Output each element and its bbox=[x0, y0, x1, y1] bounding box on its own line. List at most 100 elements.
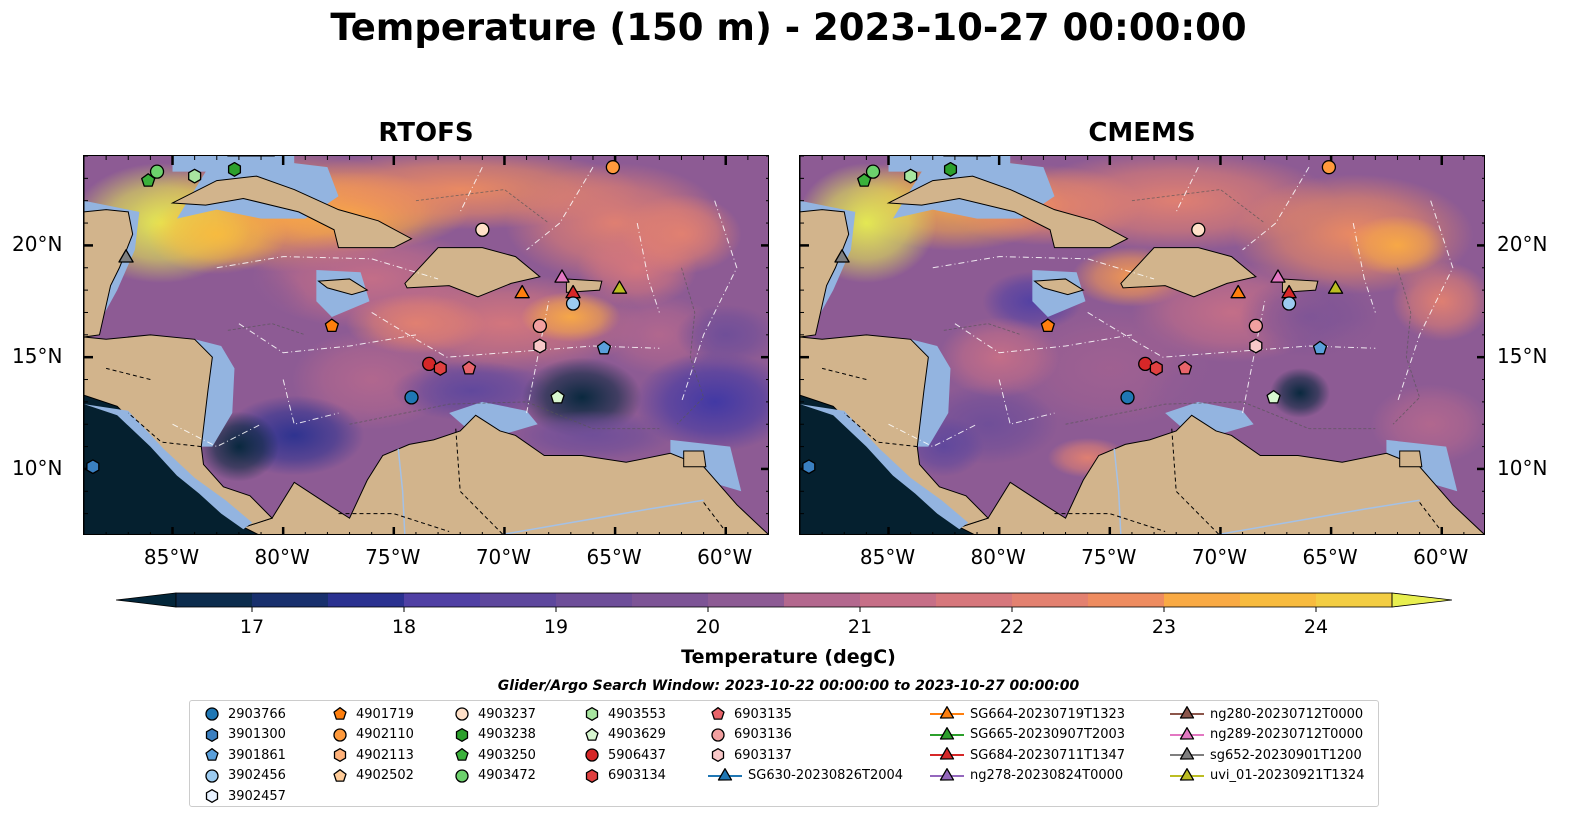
observation-marker-4901719 bbox=[1040, 318, 1055, 333]
legend-marker-icon bbox=[708, 767, 742, 781]
legend-marker-icon bbox=[930, 747, 964, 760]
legend-entry: 4902113 bbox=[330, 745, 414, 765]
colorbar-bin bbox=[1240, 593, 1317, 607]
legend-entry: ng280-20230712T0000 bbox=[1170, 704, 1363, 724]
legend-marker bbox=[585, 768, 599, 783]
observation-marker-3901861 bbox=[596, 340, 612, 355]
legend-label: 4902502 bbox=[356, 768, 414, 783]
colorbar-bin bbox=[1164, 593, 1241, 607]
legend-marker-icon bbox=[711, 748, 725, 762]
legend-marker bbox=[205, 748, 219, 761]
observation-marker-ng289-20230712T0000 bbox=[1270, 269, 1286, 283]
legend-label: 6903136 bbox=[734, 727, 792, 742]
legend-label: SG665-20230907T2003 bbox=[970, 727, 1126, 742]
legend-entry: 4903629 bbox=[582, 725, 666, 745]
observation-marker-3902456 bbox=[1281, 296, 1297, 311]
legend-marker bbox=[333, 748, 347, 762]
search-window-text: Glider/Argo Search Window: 2023-10-22 00… bbox=[497, 678, 1080, 694]
legend-label: 4903553 bbox=[608, 706, 666, 722]
legend-marker-icon bbox=[585, 707, 599, 721]
legend-marker-icon bbox=[1170, 747, 1204, 760]
legend-entry: uvi_01-20230921T1324 bbox=[1170, 766, 1364, 786]
observation-marker-6903134 bbox=[1149, 360, 1163, 376]
observation-marker-4903472 bbox=[865, 164, 881, 179]
legend-marker-icon bbox=[455, 727, 469, 742]
legend-marker bbox=[205, 789, 219, 803]
legend-marker-icon bbox=[455, 707, 469, 721]
legend-marker-icon bbox=[333, 727, 347, 742]
figure-title: Temperature (150 m) - 2023-10-27 00:00:0… bbox=[330, 6, 1247, 49]
legend-marker-icon bbox=[205, 727, 219, 742]
temperature-map-rtofs bbox=[84, 156, 768, 534]
legend-entry: 4903238 bbox=[452, 725, 536, 745]
legend-marker bbox=[1179, 767, 1195, 781]
colorbar-tick-label: 20 bbox=[696, 616, 720, 638]
observation-marker-6903137 bbox=[533, 338, 547, 354]
colorbar-label: Temperature (degC) bbox=[681, 646, 896, 668]
map-panel-cmems[interactable] bbox=[799, 155, 1485, 535]
colorbar-bin bbox=[1012, 593, 1089, 607]
colorbar-bin bbox=[404, 593, 481, 607]
lon-tick-label: 65°W bbox=[586, 545, 642, 569]
observation-marker-6903136 bbox=[532, 318, 548, 334]
colorbar-bin bbox=[556, 593, 633, 607]
legend-marker bbox=[711, 707, 725, 720]
legend-label: 6903135 bbox=[734, 706, 792, 722]
colorbar-extend-high bbox=[1391, 592, 1452, 608]
legend-label: 4903629 bbox=[608, 727, 666, 742]
observation-marker-4903553 bbox=[904, 168, 918, 184]
colorbar-bin bbox=[632, 593, 709, 607]
observation-marker-4903238 bbox=[227, 161, 242, 177]
legend-marker bbox=[205, 707, 219, 721]
legend-marker bbox=[1179, 706, 1195, 719]
panel-title-rtofs: RTOFS bbox=[378, 118, 474, 148]
observation-marker-uvi_01-20230921T1324 bbox=[611, 280, 628, 294]
observation-marker-4903629 bbox=[1266, 389, 1281, 404]
lat-tick-label: 20°N bbox=[1497, 232, 1548, 257]
legend-entry: 4903250 bbox=[452, 745, 536, 765]
legend-label: ng278-20230824T0000 bbox=[970, 768, 1124, 783]
legend-marker-icon bbox=[1170, 767, 1204, 781]
legend-entry: 3902456 bbox=[202, 766, 286, 786]
observation-marker-4903238 bbox=[943, 161, 958, 177]
legend-marker-icon bbox=[333, 748, 347, 762]
observation-marker-2903766 bbox=[404, 390, 419, 405]
legend-label: SG684-20230711T1347 bbox=[970, 747, 1126, 763]
legend: 2903766 3901300 3901861 3902456 3902457 49017… bbox=[189, 700, 1379, 807]
lon-tick-label: 70°W bbox=[1191, 545, 1248, 569]
legend-marker bbox=[205, 768, 219, 783]
temperature-map-cmems bbox=[800, 156, 1484, 534]
observation-marker-ng289-20230712T0000 bbox=[554, 269, 570, 283]
legend-entry: 6903135 bbox=[708, 704, 792, 724]
colorbar-tick-label: 22 bbox=[1000, 616, 1024, 638]
legend-label: 6903134 bbox=[608, 768, 666, 783]
legend-entry: SG665-20230907T2003 bbox=[930, 725, 1125, 745]
legend-marker-icon bbox=[1170, 706, 1204, 719]
map-panel-rtofs[interactable] bbox=[83, 155, 769, 535]
observation-marker-3901300 bbox=[802, 459, 816, 475]
lat-tick-label: 15°N bbox=[12, 344, 63, 369]
lat-tick-label: 20°N bbox=[12, 232, 63, 257]
colorbar-bin bbox=[936, 593, 1013, 607]
legend-marker-icon bbox=[455, 748, 469, 761]
observation-marker-4901719 bbox=[324, 318, 339, 333]
legend-marker-icon bbox=[585, 748, 599, 762]
legend-marker bbox=[1179, 726, 1195, 740]
observation-marker-6903134 bbox=[433, 360, 447, 376]
legend-label: ng280-20230712T0000 bbox=[1210, 706, 1364, 722]
legend-entry: 3901861 bbox=[202, 745, 286, 765]
colorbar-tick-label: 21 bbox=[848, 616, 872, 638]
legend-marker bbox=[711, 727, 725, 742]
legend-marker-icon bbox=[711, 707, 725, 720]
colorbar-tick-label: 23 bbox=[1152, 616, 1176, 638]
lon-tick-label: 80°W bbox=[254, 545, 310, 569]
lon-tick-label: 85°W bbox=[859, 545, 916, 569]
observation-marker-sg652-20230901T1200 bbox=[118, 249, 134, 263]
colorbar-bin bbox=[1316, 593, 1393, 607]
legend-entry: 5906437 bbox=[582, 745, 666, 765]
observation-marker-4903250 bbox=[857, 173, 872, 187]
legend-entry: ng289-20230712T0000 bbox=[1170, 725, 1363, 745]
observation-marker-6903136 bbox=[1248, 318, 1264, 334]
observation-marker-6903135 bbox=[461, 360, 477, 375]
colorbar-tick-label: 19 bbox=[544, 616, 568, 638]
